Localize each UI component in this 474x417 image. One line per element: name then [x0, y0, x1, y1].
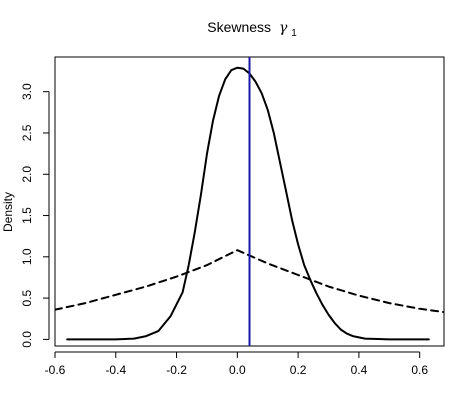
chart-title-subscript: 1 — [291, 28, 297, 39]
y-tick-label: 1.5 — [20, 207, 34, 224]
x-tick-label: -0.4 — [105, 363, 126, 377]
y-tick-label: 0.5 — [20, 289, 34, 306]
x-tick-label: 0.4 — [351, 363, 368, 377]
plot-content — [55, 57, 444, 346]
y-tick-label: 3.0 — [20, 83, 34, 100]
density-line-dashed — [55, 249, 444, 314]
chart-title: Skewness γ 1 — [207, 19, 297, 39]
y-tick-label: 1.0 — [20, 248, 34, 265]
density-line-solid — [66, 66, 430, 341]
y-axis-label: Density — [1, 192, 15, 232]
y-tick-label: 2.5 — [20, 124, 34, 141]
x-tick-label: 0.0 — [229, 363, 246, 377]
y-tick-label: 0.0 — [20, 331, 34, 348]
x-tick-label: -0.2 — [166, 363, 187, 377]
chart-title-main: Skewness — [207, 19, 271, 35]
x-axis: -0.6 -0.4 -0.2 0.0 0.2 0.4 0.6 — [45, 351, 428, 377]
x-tick-label: 0.2 — [290, 363, 307, 377]
chart-title-symbol: γ — [279, 20, 288, 36]
y-axis: 0.0 0.5 1.0 1.5 2.0 2.5 3.0 — [20, 83, 50, 348]
x-tick-label: -0.6 — [45, 363, 66, 377]
x-tick-label: 0.6 — [411, 363, 428, 377]
y-tick-label: 2.0 — [20, 166, 34, 183]
